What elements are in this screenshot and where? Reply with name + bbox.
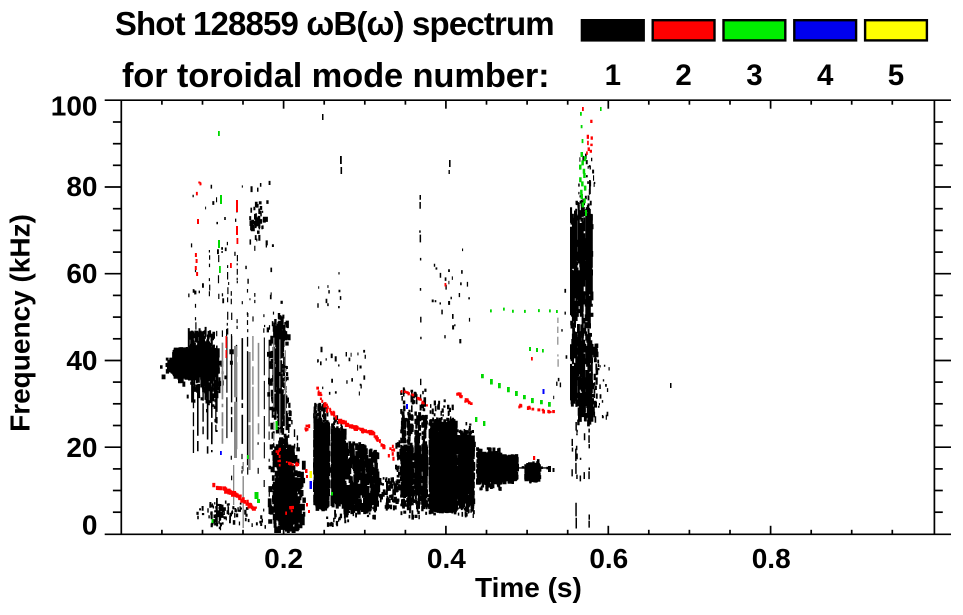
svg-text:Shot 128859 ωB(ω) spectrum: Shot 128859 ωB(ω) spectrum	[115, 5, 554, 42]
svg-text:0: 0	[82, 510, 98, 541]
svg-text:100: 100	[51, 90, 98, 121]
svg-text:3: 3	[746, 59, 762, 92]
svg-text:2: 2	[675, 59, 691, 92]
svg-text:20: 20	[66, 432, 97, 463]
svg-text:0.4: 0.4	[427, 543, 466, 574]
svg-text:0.6: 0.6	[589, 543, 628, 574]
svg-text:60: 60	[66, 258, 97, 289]
svg-text:4: 4	[817, 59, 834, 92]
svg-text:0.8: 0.8	[752, 543, 791, 574]
svg-text:Time (s): Time (s)	[475, 572, 582, 603]
svg-text:0.2: 0.2	[264, 543, 303, 574]
svg-text:40: 40	[66, 345, 97, 376]
svg-text:80: 80	[66, 171, 97, 202]
svg-text:for toroidal mode number:: for toroidal mode number:	[122, 57, 550, 95]
svg-text:1: 1	[605, 59, 621, 92]
svg-text:Frequency (kHz): Frequency (kHz)	[5, 214, 36, 432]
svg-text:5: 5	[888, 59, 904, 92]
